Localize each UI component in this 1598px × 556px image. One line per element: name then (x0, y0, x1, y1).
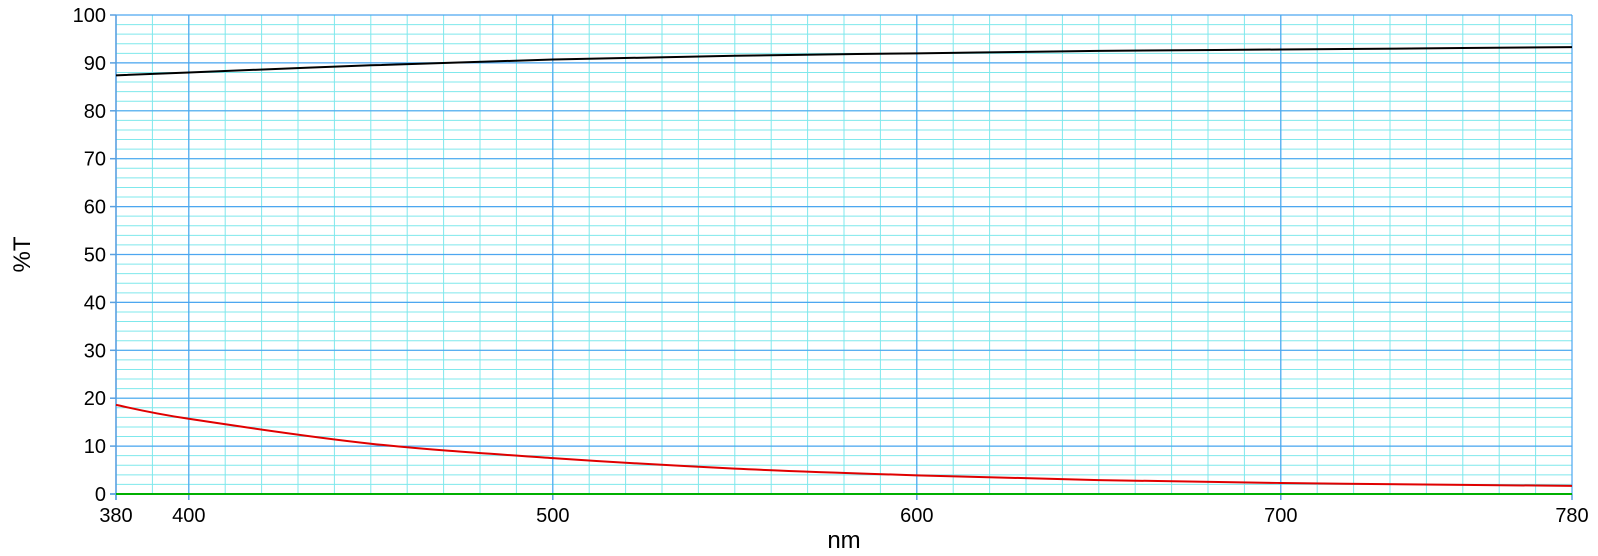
x-tick-label: 380 (99, 505, 132, 527)
x-tick-label: 500 (536, 505, 569, 527)
y-tick-label: 60 (84, 197, 106, 219)
y-tick-labels: 0 10 20 30 40 50 60 70 80 90 100 (73, 5, 106, 506)
series-line-2 (115, 403, 1573, 487)
y-tick-label: 20 (84, 388, 106, 410)
y-tick-label: 40 (84, 292, 106, 314)
y-tick-label: 70 (84, 149, 106, 171)
y-axis-title: %T (9, 236, 36, 272)
y-tick-label: 0 (95, 484, 106, 506)
x-tick-label: 600 (900, 505, 933, 527)
x-tick-label: 780 (1555, 505, 1588, 527)
x-tick-labels: 380 400 500 600 700 780 (99, 505, 1588, 527)
x-axis-title: nm (827, 527, 860, 554)
y-tick-label: 100 (73, 5, 106, 27)
x-tick-label: 400 (172, 505, 205, 527)
y-tick-label: 10 (84, 436, 106, 458)
series-layer (115, 46, 1573, 496)
x-tick-label: 700 (1264, 505, 1297, 527)
series-line-1 (115, 46, 1573, 77)
y-tick-label: 90 (84, 53, 106, 75)
y-tick-label: 80 (84, 101, 106, 123)
y-tick-label: 30 (84, 340, 106, 362)
y-tick-label: 50 (84, 245, 106, 267)
